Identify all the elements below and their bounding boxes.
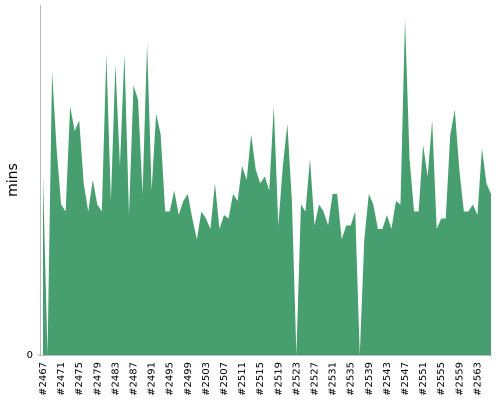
x-tick-label: #2487 (129, 362, 140, 396)
x-tick-label: #2491 (147, 362, 158, 396)
x-tick-label: #2515 (255, 362, 266, 396)
x-tick-label: #2483 (110, 362, 121, 396)
x-tick-label: #2507 (219, 362, 230, 396)
x-tick-label: #2475 (74, 362, 85, 396)
x-tick-label: #2479 (92, 362, 103, 396)
x-tick-label: #2499 (183, 362, 194, 396)
x-tick-label: #2559 (454, 362, 465, 396)
y-tick-label: 0 (27, 350, 33, 361)
x-tick-label: #2531 (328, 362, 339, 396)
x-tick-label: #2503 (201, 362, 212, 396)
x-tick-label: #2543 (382, 362, 393, 396)
x-tick-label: #2547 (400, 362, 411, 396)
x-tick-label: #2471 (56, 362, 67, 396)
x-tick-label: #2495 (165, 362, 176, 396)
y-axis-label: mins (5, 163, 21, 197)
x-tick-label: #2523 (291, 362, 302, 396)
x-tick-label: #2555 (436, 362, 447, 396)
x-tick-label: #2563 (472, 362, 483, 396)
x-tick-label: #2467 (38, 362, 49, 396)
x-tick-label: #2511 (237, 362, 248, 396)
x-tick-label: #2535 (346, 362, 357, 396)
x-tick-label: #2539 (364, 362, 375, 396)
x-tick-label: #2527 (310, 362, 321, 396)
x-tick-label: #2551 (418, 362, 429, 396)
area (43, 19, 491, 355)
x-tick-label: #2519 (273, 362, 284, 396)
